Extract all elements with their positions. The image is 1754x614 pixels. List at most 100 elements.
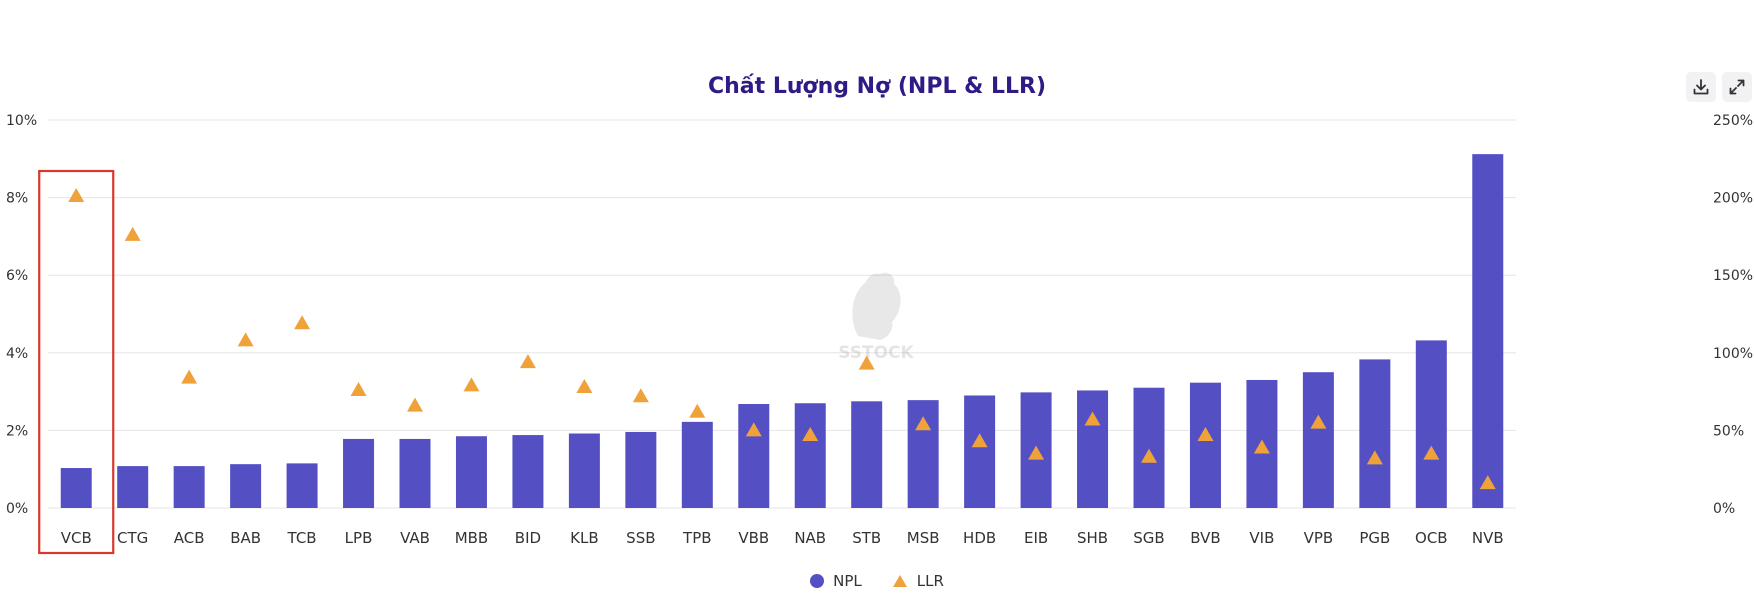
- x-tick-label: STB: [852, 529, 881, 547]
- llr-marker: [124, 226, 141, 241]
- x-tick-label: HDB: [963, 529, 996, 547]
- x-tick-label: TCB: [287, 529, 317, 547]
- x-tick-label: NAB: [794, 529, 826, 547]
- y-right-tick-label: 0%: [1713, 501, 1735, 517]
- legend-swatch-npl: [810, 574, 825, 588]
- llr-marker: [407, 397, 423, 412]
- x-tick-label: NVB: [1472, 529, 1504, 547]
- npl-bar: [851, 401, 883, 508]
- x-tick-label: MBB: [455, 529, 489, 547]
- x-tick-label: CTG: [117, 529, 148, 547]
- chart-toolbar: [1686, 72, 1752, 102]
- expand-icon: [1729, 79, 1745, 95]
- npl-bar: [625, 431, 657, 508]
- npl-bar: [399, 438, 431, 508]
- x-tick-label: EIB: [1024, 529, 1048, 547]
- llr-marker: [632, 388, 649, 403]
- llr-marker: [463, 377, 480, 392]
- npl-bar: [1415, 340, 1447, 508]
- npl-bar: [1472, 154, 1504, 509]
- sstock-watermark: SSTOCK: [838, 272, 915, 363]
- y-right-tick-label: 50%: [1713, 423, 1744, 439]
- legend-label-llr: LLR: [916, 572, 944, 590]
- llr-marker: [689, 403, 706, 418]
- llr-marker: [68, 188, 85, 203]
- x-tick-label: BAB: [230, 529, 261, 547]
- llr-markers: [68, 188, 1496, 490]
- npl-bar: [681, 421, 713, 508]
- llr-marker: [971, 433, 988, 448]
- x-axis-labels: VCB CTG ACB BAB TCB LPB VAB MBB BID KLB SSB TPB VBB N…: [61, 529, 1504, 547]
- x-tick-label: PGB: [1359, 529, 1390, 547]
- npl-bar: [738, 404, 770, 508]
- y-left-tick-label: 4%: [6, 346, 28, 362]
- y-right-tick-label: 200%: [1713, 191, 1753, 207]
- llr-marker: [915, 416, 932, 431]
- fullscreen-button[interactable]: [1722, 72, 1752, 102]
- x-tick-label: SSB: [626, 529, 655, 547]
- npl-bars: [60, 154, 1504, 509]
- watermark-text: SSTOCK: [838, 343, 914, 363]
- npl-bar: [455, 436, 487, 508]
- y-axis-right-labels: 0% 50% 100% 150% 200% 250%: [1713, 113, 1753, 517]
- llr-marker: [519, 354, 536, 369]
- llr-marker: [576, 378, 593, 393]
- highlight-box: [38, 169, 115, 555]
- llr-marker: [802, 427, 819, 442]
- x-tick-label: VPB: [1304, 529, 1334, 547]
- y-left-tick-label: 2%: [6, 423, 28, 439]
- x-tick-label: SGB: [1133, 529, 1164, 547]
- y-right-tick-label: 100%: [1713, 346, 1753, 362]
- llr-marker: [1197, 427, 1214, 442]
- legend-item-llr[interactable]: LLR: [892, 572, 944, 590]
- y-left-tick-label: 10%: [6, 113, 37, 129]
- npl-bar: [286, 463, 318, 508]
- y-left-tick-label: 0%: [6, 501, 28, 517]
- llr-marker: [858, 355, 875, 370]
- legend-item-npl[interactable]: NPL: [810, 572, 862, 590]
- llr-marker: [1028, 445, 1045, 460]
- npl-bar: [1020, 392, 1052, 508]
- x-tick-label: VBB: [738, 529, 769, 547]
- llr-marker: [1310, 414, 1327, 429]
- llr-marker: [1366, 450, 1383, 465]
- llr-marker: [745, 422, 762, 437]
- y-left-tick-label: 6%: [6, 268, 28, 284]
- npl-bar: [173, 466, 205, 508]
- gridlines: [48, 119, 1516, 509]
- download-icon: [1693, 79, 1709, 95]
- llr-marker: [1253, 439, 1270, 454]
- legend-label-npl: NPL: [833, 572, 862, 590]
- npl-bar: [1359, 359, 1391, 508]
- x-tick-label: ACB: [174, 529, 205, 547]
- x-tick-label: VAB: [400, 529, 430, 547]
- x-tick-label: TPB: [682, 529, 712, 547]
- npl-bar: [1077, 390, 1109, 508]
- npl-bar: [794, 403, 826, 508]
- npl-bar: [568, 433, 600, 508]
- npl-bar: [1246, 379, 1278, 508]
- x-tick-label: BID: [515, 529, 541, 547]
- chart-title: Chất Lượng Nợ (NPL & LLR): [707, 74, 1047, 99]
- x-tick-label: VCB: [61, 529, 92, 547]
- llr-marker: [294, 315, 311, 330]
- x-tick-label: BVB: [1190, 529, 1220, 547]
- llr-marker: [1423, 445, 1440, 460]
- npl-bar: [512, 435, 544, 508]
- x-tick-label: VIB: [1249, 529, 1274, 547]
- llr-marker: [350, 382, 367, 397]
- llr-marker: [1084, 411, 1101, 426]
- npl-bar: [964, 395, 996, 508]
- x-tick-label: SHB: [1077, 529, 1108, 547]
- npl-bar: [117, 466, 149, 508]
- llr-marker: [181, 369, 198, 384]
- llr-marker: [1479, 475, 1496, 490]
- y-right-tick-label: 250%: [1713, 113, 1753, 129]
- npl-bar: [1302, 372, 1334, 508]
- x-tick-label: LPB: [345, 529, 373, 547]
- x-tick-label: KLB: [570, 529, 598, 547]
- y-axis-left-labels: 0% 2% 4% 6% 8% 10%: [6, 113, 37, 517]
- download-button[interactable]: [1686, 72, 1716, 102]
- y-right-tick-label: 150%: [1713, 268, 1753, 284]
- npl-bar: [60, 468, 92, 508]
